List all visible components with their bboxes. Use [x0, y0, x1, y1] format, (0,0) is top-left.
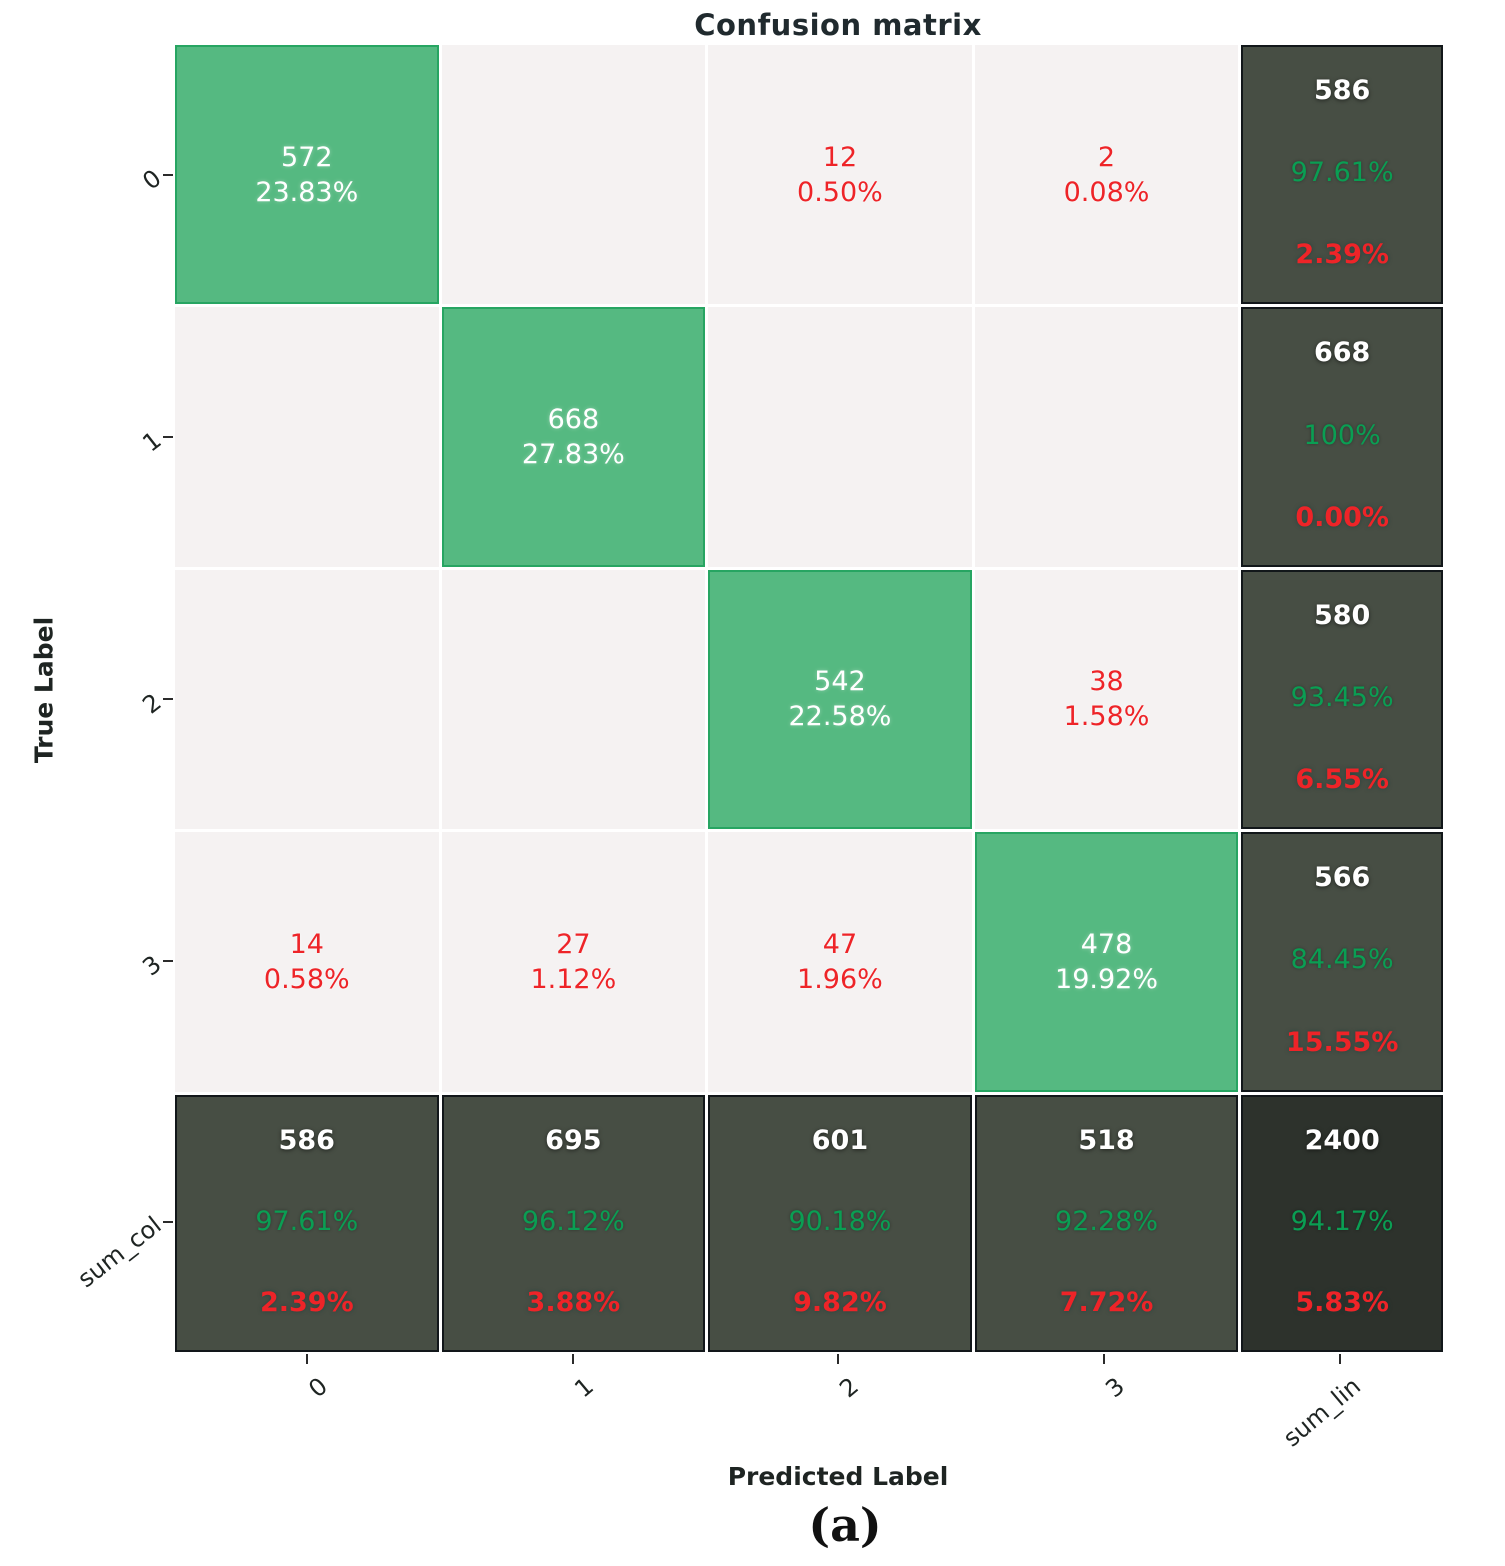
- matrix-cell-r4c3: 518 92.28% 7.72%: [974, 1094, 1239, 1352]
- y-tick-label-0: 0: [137, 163, 167, 196]
- x-tick-mark: [837, 1354, 839, 1364]
- x-tick-label-2: 2: [834, 1372, 864, 1404]
- x-tick-mark: [1103, 1354, 1105, 1364]
- sum-count: 566: [1313, 862, 1371, 894]
- sum-correct-percent: 97.61%: [255, 1205, 359, 1237]
- y-tick-label-2: 2: [137, 687, 167, 720]
- matrix-cell-r0c4: 586 97.61% 2.39%: [1241, 45, 1443, 305]
- matrix-cell-r4c1: 695 96.12% 3.88%: [441, 1094, 706, 1352]
- cell-count: 38: [1089, 666, 1124, 698]
- y-tick-label-sum_col: sum_col: [72, 1210, 167, 1294]
- y-tick-mark: [163, 698, 173, 700]
- matrix-cell-r2c4: 580 93.45% 6.55%: [1241, 569, 1443, 830]
- cell-count: 47: [822, 928, 858, 960]
- matrix-cell-r4c2: 601 90.18% 9.82%: [708, 1094, 972, 1352]
- cell-percent: 1.58%: [1063, 701, 1150, 733]
- sum-correct-percent: 94.17%: [1290, 1205, 1394, 1237]
- sum-error-percent: 2.39%: [1295, 239, 1389, 271]
- matrix-cell-r3c0: 14 0.58%: [175, 832, 439, 1092]
- matrix-cell-r2c3: 38 1.58%: [974, 569, 1239, 830]
- matrix-cell-r0c2: 12 0.50%: [708, 45, 972, 305]
- sum-correct-percent: 93.45%: [1290, 681, 1394, 713]
- matrix-cell-r1c3: [974, 307, 1239, 567]
- y-tick-mark: [163, 1221, 173, 1223]
- x-tick-label-sum_lin: sum_lin: [1277, 1372, 1366, 1453]
- matrix-cell-r1c0: [175, 307, 439, 567]
- x-tick-mark: [572, 1354, 574, 1364]
- sum-count: 601: [811, 1124, 869, 1156]
- sum-correct-percent: 92.28%: [1055, 1205, 1158, 1237]
- sum-count: 695: [545, 1124, 602, 1156]
- cell-percent: 1.12%: [530, 963, 617, 995]
- x-axis-label: Predicted Label: [727, 1462, 949, 1491]
- sum-correct-percent: 96.12%: [521, 1205, 625, 1237]
- sum-error-percent: 9.82%: [793, 1286, 887, 1318]
- matrix-cell-r3c4: 566 84.45% 15.55%: [1241, 832, 1443, 1092]
- sum-count: 580: [1313, 599, 1371, 631]
- sum-error-percent: 2.39%: [259, 1286, 354, 1318]
- matrix-cell-r0c1: [441, 45, 706, 305]
- x-tick-label-1: 1: [569, 1372, 599, 1404]
- y-tick-mark: [163, 960, 173, 962]
- y-tick-label-3: 3: [137, 949, 167, 982]
- chart-title: Confusion matrix: [694, 8, 982, 42]
- matrix-cell-r4c0: 586 97.61% 2.39%: [175, 1094, 439, 1352]
- figure-caption: (a): [808, 1498, 882, 1552]
- cell-percent: 1.96%: [797, 963, 883, 995]
- sum-error-percent: 0.00%: [1295, 501, 1389, 533]
- sum-error-percent: 5.83%: [1295, 1286, 1389, 1318]
- sum-count: 586: [278, 1124, 335, 1156]
- cell-count: 668: [547, 404, 600, 435]
- sum-count: 668: [1313, 337, 1371, 369]
- cell-percent: 0.08%: [1063, 176, 1150, 208]
- cell-percent: 23.83%: [255, 176, 359, 208]
- y-axis-label: True Label: [29, 616, 59, 764]
- sum-correct-percent: 100%: [1303, 419, 1381, 451]
- cell-count: 2: [1097, 141, 1116, 173]
- sum-error-percent: 7.72%: [1059, 1286, 1154, 1318]
- cell-percent: 22.58%: [788, 701, 892, 733]
- cell-count: 14: [289, 928, 324, 960]
- cell-count: 572: [281, 141, 333, 173]
- sum-correct-percent: 84.45%: [1290, 944, 1394, 976]
- cell-percent: 27.83%: [521, 439, 625, 471]
- matrix-cell-r1c2: [708, 307, 972, 567]
- cell-count: 27: [556, 928, 591, 960]
- cell-count: 12: [822, 141, 858, 173]
- cell-percent: 0.50%: [797, 176, 883, 208]
- sum-count: 2400: [1304, 1124, 1380, 1156]
- matrix-cell-r0c3: 2 0.08%: [974, 45, 1239, 305]
- matrix-cell-r3c3: 478 19.92%: [974, 832, 1239, 1092]
- y-tick-mark: [163, 436, 173, 438]
- matrix-cell-r4c4: 2400 94.17% 5.83%: [1241, 1094, 1443, 1352]
- sum-error-percent: 3.88%: [526, 1286, 621, 1318]
- cell-percent: 19.92%: [1055, 963, 1158, 995]
- sum-count: 586: [1313, 75, 1371, 106]
- x-tick-mark: [1339, 1354, 1341, 1364]
- x-tick-label-3: 3: [1100, 1372, 1130, 1404]
- sum-error-percent: 6.55%: [1295, 764, 1389, 796]
- sum-correct-percent: 90.18%: [788, 1205, 892, 1237]
- y-tick-label-1: 1: [137, 425, 167, 458]
- x-tick-label-0: 0: [303, 1372, 333, 1404]
- y-tick-mark: [163, 174, 173, 176]
- matrix-cell-r2c0: [175, 569, 439, 830]
- matrix-cell-r3c1: 27 1.12%: [441, 832, 706, 1092]
- x-tick-mark: [306, 1354, 308, 1364]
- matrix-cell-r0c0: 572 23.83%: [175, 45, 439, 305]
- matrix-cell-r3c2: 47 1.96%: [708, 832, 972, 1092]
- matrix-grid: 572 23.83% 12 0.50% 2 0.08% 586 97.61% 2.39% 668 2…: [175, 45, 1443, 1352]
- cell-count: 478: [1080, 928, 1133, 960]
- matrix-cell-r1c1: 668 27.83%: [441, 307, 706, 567]
- matrix-cell-r2c1: [441, 569, 706, 830]
- sum-error-percent: 15.55%: [1285, 1026, 1399, 1058]
- sum-correct-percent: 97.61%: [1290, 157, 1394, 189]
- cell-percent: 0.58%: [263, 963, 350, 995]
- cell-count: 542: [814, 666, 866, 698]
- sum-count: 518: [1078, 1124, 1135, 1156]
- matrix-cell-r2c2: 542 22.58%: [708, 569, 972, 830]
- matrix-cell-r1c4: 668 100% 0.00%: [1241, 307, 1443, 567]
